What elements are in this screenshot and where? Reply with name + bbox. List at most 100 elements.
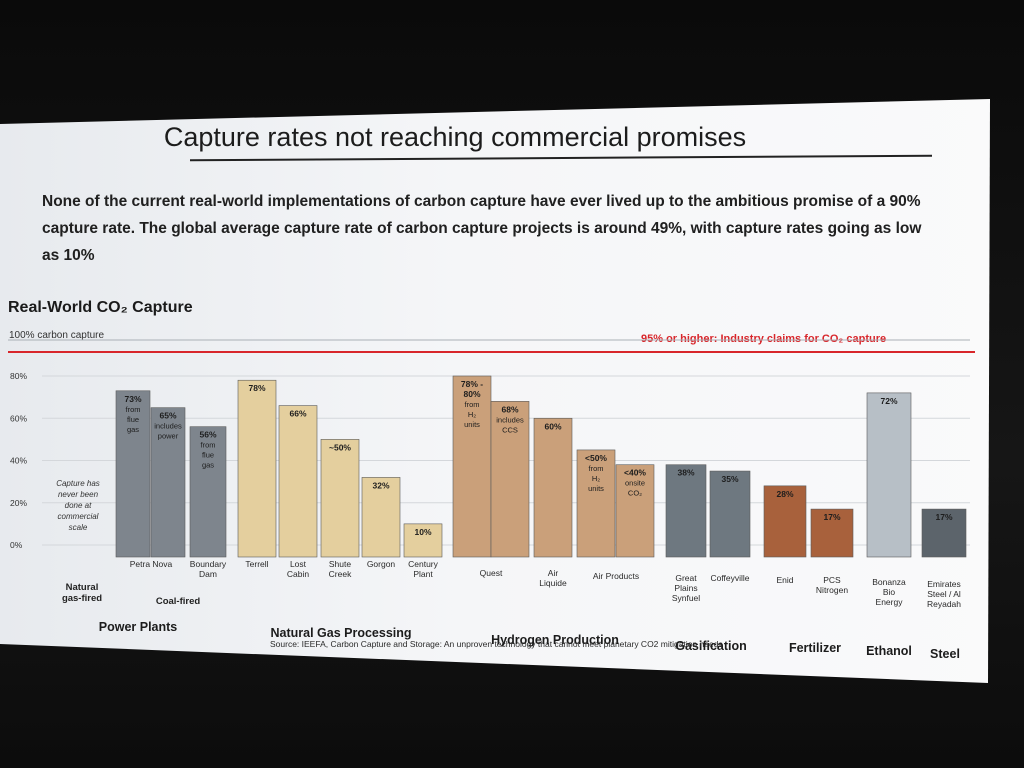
category-label: Natural Gas Processing — [270, 626, 411, 640]
bar-value-label: 73% — [124, 394, 141, 404]
bar — [866, 392, 912, 558]
plant-name-label: Plant — [413, 569, 433, 579]
bar-value-label: ~50% — [329, 442, 351, 452]
bar — [810, 508, 854, 558]
bar-note-label: H₂ — [592, 474, 600, 483]
intro-paragraph: None of the current real-world implement… — [42, 193, 922, 264]
bar — [150, 407, 186, 558]
source-citation: Source: IEEFA, Carbon Capture and Storag… — [270, 639, 723, 649]
bar — [115, 390, 151, 558]
bar — [189, 426, 227, 558]
plant-name-label: PCS — [823, 575, 841, 585]
bar-value-label: 65% — [159, 411, 176, 421]
plant-name-label: Air — [548, 568, 559, 578]
plant-name-label: Cabin — [287, 569, 309, 579]
plant-name-label: Shute — [329, 559, 351, 569]
plant-name-label: Lost — [290, 559, 307, 569]
subgroup-label: Natural — [66, 582, 99, 593]
plant-name-label: Boundary — [190, 559, 227, 569]
no-data-note: never been — [58, 490, 99, 499]
bar — [278, 405, 318, 558]
category-label: Power Plants — [99, 620, 178, 634]
y-tick-label: 0% — [10, 540, 23, 550]
plant-name-label: Enid — [776, 575, 793, 585]
bar-note-label: from — [201, 441, 216, 450]
bar-note-label: flue — [127, 415, 139, 424]
category-label: Ethanol — [866, 644, 912, 658]
bar-note-label: from — [589, 464, 604, 473]
plant-name-label: Coffeyville — [710, 573, 749, 583]
bar-note-label: units — [464, 420, 480, 429]
category-label: Hydrogen Production — [491, 633, 619, 647]
chart-title: Real-World CO₂ Capture — [8, 299, 193, 316]
bar — [237, 379, 277, 558]
bar-value-label: 32% — [372, 480, 389, 490]
no-data-note: commercial — [58, 512, 99, 521]
plant-name-label: Quest — [480, 568, 503, 578]
plant-name-label: Terrell — [245, 559, 268, 569]
bar-value-label: 80% — [463, 389, 480, 399]
y-tick-label: 40% — [10, 456, 27, 466]
plant-name-label: Nitrogen — [816, 585, 848, 595]
bar — [452, 375, 492, 558]
plant-name-label: Bonanza — [872, 577, 906, 587]
bar-value-label: 56% — [199, 430, 216, 440]
bar — [709, 470, 751, 558]
bar-value-label: 78% — [248, 383, 265, 393]
bar — [921, 508, 967, 558]
plant-name-label: Dam — [199, 569, 217, 579]
industry-claim-label: 95% or higher: Industry claims for CO₂ c… — [641, 333, 887, 345]
bar-value-label: 17% — [935, 512, 952, 522]
bar-note-label: includes — [496, 415, 524, 424]
category-label: Gasification — [675, 639, 747, 653]
bar-note-label: gas — [127, 425, 139, 434]
plant-name-label: Reyadah — [927, 599, 961, 609]
bar-note-label: power — [158, 432, 179, 441]
bar-note-label: from — [465, 400, 480, 409]
bar-value-label: 38% — [677, 468, 694, 478]
slide-title: Capture rates not reaching commercial pr… — [163, 122, 747, 152]
bar — [576, 449, 616, 558]
no-data-note: scale — [69, 523, 88, 532]
plant-name-label: Bio — [883, 587, 896, 597]
category-label: Steel — [930, 647, 960, 661]
plant-name-label: Century — [408, 559, 439, 569]
bar-value-label: 35% — [721, 474, 738, 484]
bar — [403, 523, 443, 558]
y-tick-label: 80% — [10, 371, 27, 381]
no-data-note: done at — [65, 501, 92, 510]
bar — [361, 477, 401, 558]
bar-note-label: CCS — [502, 425, 518, 434]
plant-name-label: Gorgon — [367, 559, 396, 569]
bar-note-label: CO₂ — [628, 489, 642, 498]
subgroup-label: Coal-fired — [156, 596, 201, 607]
bar-note-label: flue — [202, 451, 214, 460]
bar-note-label: gas — [202, 461, 214, 470]
plant-name-label: Steel / Al — [927, 589, 961, 599]
no-data-note: Capture has — [56, 479, 100, 488]
plant-name-label: Liquide — [539, 578, 567, 588]
bar-note-label: units — [588, 484, 604, 493]
bar — [615, 464, 655, 558]
bar-value-label: 28% — [776, 489, 793, 499]
bar — [490, 401, 530, 558]
bar-value-label: 72% — [880, 396, 897, 406]
bar-note-label: onsite — [625, 479, 645, 488]
bar-value-label: <40% — [624, 468, 646, 478]
bar-value-label: 68% — [501, 404, 518, 414]
plant-name-label: Synfuel — [672, 593, 700, 603]
plant-name-label: Air Products — [593, 571, 639, 581]
bar-value-label: 10% — [414, 527, 431, 537]
plant-name-label: Petra Nova — [130, 559, 173, 569]
bar-value-label: 78% - — [461, 379, 483, 389]
plant-name-label: Emirates — [927, 579, 961, 589]
bar — [665, 464, 707, 558]
subgroup-label: gas-fired — [62, 593, 102, 604]
category-label: Fertilizer — [789, 641, 841, 655]
bar — [533, 417, 573, 558]
plant-name-label: Creek — [329, 569, 352, 579]
bar — [320, 439, 360, 558]
y-tick-label: 20% — [10, 498, 27, 508]
